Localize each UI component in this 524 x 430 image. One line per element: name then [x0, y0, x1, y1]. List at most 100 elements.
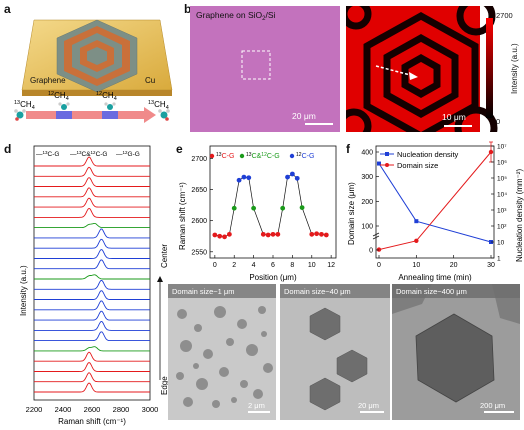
- x-tick-label: 2400: [55, 405, 72, 414]
- data-point: [323, 232, 329, 238]
- spectrum-trace: [34, 300, 150, 311]
- spectrum-trace: [34, 274, 150, 280]
- data-point: [270, 231, 276, 237]
- methane-molecule-icon: [58, 102, 70, 110]
- y-left-tick-label: 0: [369, 248, 373, 255]
- data-point: [299, 205, 305, 210]
- spectrum-trace: [34, 156, 150, 167]
- caption: Domain size~40 μm: [284, 287, 351, 296]
- data-point: [285, 174, 290, 180]
- arrow-segment-13c: [72, 111, 102, 119]
- plot-frame: [209, 145, 337, 259]
- center-label: Center: [160, 244, 169, 268]
- y-left-tick-label: 200: [361, 199, 373, 206]
- plot-frame: [33, 145, 151, 401]
- panel-b-optical-image: Graphene on SiO2/Si 20 μm: [190, 6, 340, 132]
- panel-label-e: e: [176, 142, 183, 156]
- legend-nucleation-density: Nucleation density: [397, 150, 459, 159]
- colorbar-min: 0: [496, 117, 500, 126]
- colorbar: [486, 18, 493, 118]
- spectrum-trace: [34, 331, 150, 342]
- plot-frame: [375, 145, 495, 259]
- arrow-segment-12c: [102, 111, 118, 119]
- data-point: [280, 205, 286, 211]
- y-right-tick-label: 10²: [497, 224, 507, 231]
- panel-b-title: Graphene on SiO2/Si: [196, 10, 276, 22]
- y-right-tick-label: 10: [497, 240, 505, 247]
- x-tick-label: 12: [327, 262, 335, 269]
- x-tick-label: 10: [308, 262, 316, 269]
- methane-label: 12CH4: [96, 91, 117, 102]
- panel-e-scatter-chart: 13C-G 13C&12C-G 12C-G 2550 2600 2650 2700 0…: [178, 145, 337, 282]
- x-tick-label: 2200: [26, 405, 43, 414]
- arrow-head: [144, 107, 156, 123]
- arrow-head: [157, 276, 163, 282]
- raman-map-rings: [363, 11, 479, 132]
- data-point: [275, 231, 281, 237]
- panel-g-sem-image: Domain size~1 μm 2 μm: [168, 284, 276, 420]
- cu-foil-side: [22, 90, 172, 96]
- y-axis-left-label: Domain size (μm): [347, 182, 356, 245]
- spectrum-trace: [34, 279, 150, 290]
- scale-bar-label: 200 μm: [480, 401, 505, 410]
- data-point: [314, 231, 320, 237]
- data-point: [231, 205, 237, 211]
- x-axis-label: Position (μm): [249, 273, 297, 282]
- data-point: [260, 231, 266, 237]
- nucleation-density-point: [377, 161, 381, 166]
- legend-mix: —13C&12C-G: [70, 150, 107, 158]
- cu-label: Cu: [145, 76, 155, 85]
- axis-break: [372, 235, 380, 240]
- connecting-line: [214, 173, 327, 238]
- panel-label-f: f: [346, 142, 350, 156]
- methane-label: 12CH4: [48, 91, 69, 102]
- methane-label: 13CH4: [14, 100, 35, 111]
- x-tick-label: 6: [271, 262, 275, 269]
- spectrum-trace: [34, 228, 150, 239]
- graphene-label: Graphene: [30, 76, 66, 85]
- spectrum-trace: [34, 166, 150, 177]
- data-point: [246, 175, 252, 181]
- x-axis-label: Raman shift (cm⁻¹): [58, 417, 126, 426]
- panel-d-raman-spectra: —13C-G —13C&12C-G —12G-G Intensity (a.u.…: [19, 145, 169, 426]
- legend-mix-g: 13C&12C-G: [246, 152, 280, 160]
- scale-bar-label: 2 μm: [248, 401, 265, 410]
- spectrum-trace: [34, 310, 150, 321]
- y-axis-label: Intensity (a.u.): [19, 265, 28, 316]
- legend-12c-g: 12C-G: [296, 152, 314, 160]
- y-tick-label: 2650: [191, 187, 207, 194]
- x-tick-labels: 2200 2400 2600 2800 3000: [26, 405, 159, 414]
- y-ticks: 2550 2600 2650 2700: [191, 156, 213, 256]
- spectrum-trace: [34, 382, 150, 393]
- x-tick-label: 20: [450, 262, 458, 269]
- panel-c-raman-map: 10 μm 2700 0 Intensity (a.u.): [346, 6, 519, 132]
- axis-break: [372, 232, 380, 237]
- spectra-group: [34, 156, 150, 393]
- line-marks: [376, 141, 494, 252]
- legend-domain-size: Domain size: [397, 161, 438, 170]
- data-point: [309, 231, 315, 237]
- data-point: [212, 232, 218, 238]
- spectrum-trace: [34, 187, 150, 198]
- scatter-marks: [212, 171, 329, 240]
- spectrum-trace: [34, 351, 150, 362]
- panel-h-sem-image: Domain size~40 μm 20 μm: [280, 284, 390, 420]
- data-point: [265, 232, 271, 238]
- spectrum-trace: [34, 222, 150, 229]
- x-tick-label: 3000: [142, 405, 159, 414]
- panel-label-b: b: [184, 2, 192, 16]
- x-axis-label: Annealing time (min): [398, 273, 472, 282]
- data-point: [217, 233, 223, 239]
- nucleation-density-line: [378, 163, 492, 243]
- y-axis-right-label: Nucleation density (mm⁻²): [515, 169, 524, 262]
- y-right-tick-label: 10⁶: [497, 160, 507, 167]
- spectrum-trace: [34, 346, 150, 352]
- domain-size-point: [414, 238, 419, 243]
- spectrum-trace: [34, 197, 150, 208]
- axis-ticks: 0 100 200 300 400 1 10 10² 10³ 10⁴ 10⁵ 10⁶ 10⁷ 0 10 20 3…: [361, 144, 507, 270]
- spectrum-trace: [34, 207, 150, 218]
- data-point: [241, 174, 247, 180]
- colorbar-label: Intensity (a.u.): [510, 43, 519, 94]
- legend-13c-g: 13C-G: [216, 152, 234, 160]
- spectrum-trace: [34, 249, 150, 259]
